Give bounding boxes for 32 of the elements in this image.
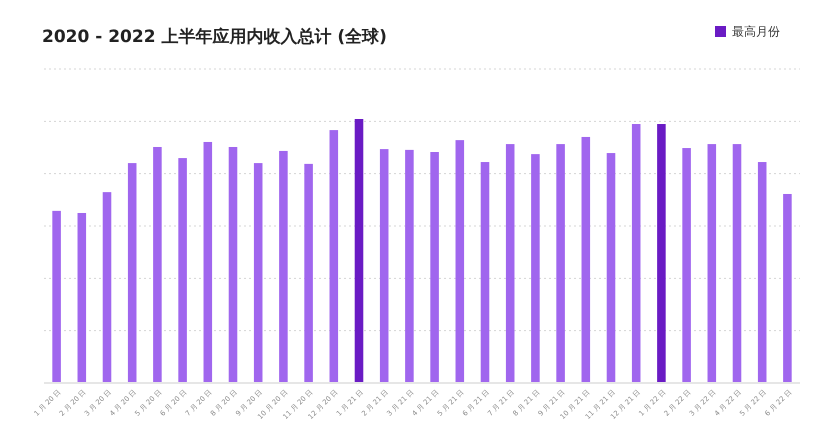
- bar: [330, 130, 338, 383]
- bar: [405, 150, 414, 383]
- bar: [78, 212, 86, 383]
- bar: [456, 140, 464, 383]
- bar: [758, 162, 766, 383]
- bar: [682, 148, 691, 383]
- bar: [657, 124, 666, 383]
- bar: [304, 164, 313, 383]
- bar: [480, 162, 490, 383]
- legend-label: 最高月份: [732, 24, 780, 38]
- chart-title: 2020 - 2022 上半年应用内收入总计 (全球): [42, 27, 387, 47]
- bar: [606, 153, 616, 383]
- bar: [153, 146, 162, 383]
- bar: [102, 192, 112, 383]
- bar: [531, 154, 540, 383]
- bar: [506, 144, 514, 383]
- bar: [430, 152, 439, 383]
- bar: [380, 149, 388, 383]
- bar: [783, 194, 792, 383]
- bar: [228, 146, 238, 383]
- bar: [254, 163, 262, 383]
- bar: [708, 144, 716, 383]
- bar: [732, 144, 742, 383]
- bar: [204, 142, 212, 383]
- bar: [279, 150, 288, 383]
- bar: [128, 163, 136, 383]
- bar: [178, 158, 187, 383]
- bar: [582, 136, 590, 383]
- bar: [354, 119, 364, 383]
- bar: [52, 210, 61, 383]
- bar: [632, 124, 640, 383]
- bar: [556, 144, 565, 383]
